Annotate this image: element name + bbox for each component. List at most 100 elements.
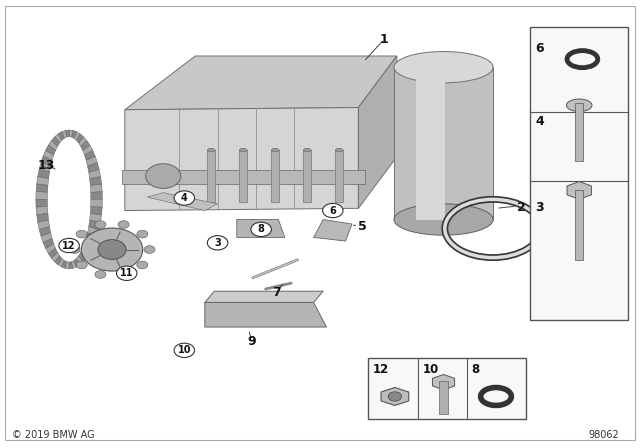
Text: 3: 3 — [536, 201, 544, 214]
Polygon shape — [314, 220, 352, 241]
Circle shape — [207, 236, 228, 250]
Circle shape — [388, 392, 402, 401]
Circle shape — [76, 230, 87, 238]
Polygon shape — [36, 213, 49, 222]
Polygon shape — [84, 238, 95, 249]
Text: 6: 6 — [330, 206, 336, 215]
Polygon shape — [89, 169, 100, 179]
Polygon shape — [36, 207, 48, 215]
Bar — [575, 103, 583, 161]
Text: 6: 6 — [536, 42, 544, 55]
Polygon shape — [61, 260, 67, 268]
Circle shape — [116, 266, 137, 280]
Text: 9: 9 — [247, 335, 256, 348]
Polygon shape — [49, 248, 58, 258]
Polygon shape — [74, 258, 80, 267]
Polygon shape — [358, 56, 397, 208]
Polygon shape — [394, 67, 493, 220]
Polygon shape — [58, 132, 64, 140]
Polygon shape — [61, 130, 67, 138]
Polygon shape — [36, 199, 47, 207]
Polygon shape — [36, 192, 47, 199]
Polygon shape — [45, 244, 56, 254]
Polygon shape — [51, 137, 60, 146]
Circle shape — [69, 246, 80, 254]
Ellipse shape — [207, 148, 215, 152]
Circle shape — [251, 222, 271, 237]
Polygon shape — [84, 150, 95, 160]
Polygon shape — [433, 375, 454, 390]
Text: 4: 4 — [536, 116, 545, 129]
Polygon shape — [51, 253, 60, 262]
Text: 12: 12 — [372, 363, 388, 376]
Text: 8: 8 — [258, 224, 264, 234]
Text: 4: 4 — [181, 193, 188, 203]
Circle shape — [81, 228, 143, 271]
Polygon shape — [91, 192, 102, 199]
Polygon shape — [36, 177, 49, 185]
Polygon shape — [567, 181, 591, 199]
Polygon shape — [74, 132, 80, 140]
Circle shape — [118, 221, 129, 228]
Polygon shape — [49, 141, 58, 151]
Polygon shape — [237, 220, 285, 237]
Ellipse shape — [566, 99, 592, 112]
Circle shape — [98, 240, 126, 259]
Text: 12: 12 — [62, 241, 76, 250]
Polygon shape — [39, 163, 51, 172]
Text: 10: 10 — [177, 345, 191, 355]
Text: 5: 5 — [358, 220, 367, 233]
Polygon shape — [69, 130, 73, 137]
Polygon shape — [69, 262, 73, 269]
Polygon shape — [122, 170, 365, 184]
Polygon shape — [65, 130, 69, 137]
Circle shape — [95, 221, 106, 228]
Polygon shape — [86, 156, 97, 166]
Polygon shape — [79, 253, 87, 262]
Polygon shape — [239, 150, 247, 202]
Polygon shape — [81, 248, 90, 258]
Polygon shape — [205, 291, 323, 302]
Text: 2: 2 — [517, 201, 526, 215]
Polygon shape — [91, 199, 102, 207]
Polygon shape — [65, 262, 69, 269]
Circle shape — [59, 238, 79, 253]
Ellipse shape — [146, 164, 180, 189]
Polygon shape — [207, 150, 215, 202]
Text: 7: 7 — [272, 285, 281, 299]
Polygon shape — [86, 233, 97, 243]
Bar — [530, 27, 628, 320]
Circle shape — [76, 261, 87, 269]
Text: 13: 13 — [37, 159, 55, 172]
Polygon shape — [72, 130, 77, 138]
Circle shape — [323, 203, 343, 218]
Polygon shape — [79, 137, 87, 146]
Polygon shape — [43, 150, 54, 160]
Ellipse shape — [239, 148, 247, 152]
Circle shape — [137, 230, 148, 238]
Text: 8: 8 — [472, 363, 480, 376]
Polygon shape — [335, 150, 343, 202]
Ellipse shape — [335, 148, 343, 152]
Ellipse shape — [394, 52, 493, 83]
Polygon shape — [76, 256, 84, 265]
Ellipse shape — [303, 148, 311, 152]
Polygon shape — [45, 145, 56, 155]
Polygon shape — [43, 238, 54, 249]
Ellipse shape — [271, 148, 279, 152]
Circle shape — [137, 261, 148, 269]
Polygon shape — [147, 193, 218, 211]
Polygon shape — [205, 302, 326, 327]
Circle shape — [174, 191, 195, 205]
Ellipse shape — [573, 55, 592, 64]
Circle shape — [118, 271, 129, 278]
Text: 3: 3 — [214, 238, 221, 248]
Polygon shape — [54, 134, 62, 143]
Text: 10: 10 — [422, 363, 438, 376]
Bar — [575, 190, 583, 260]
Circle shape — [174, 343, 195, 358]
Polygon shape — [38, 169, 49, 179]
Ellipse shape — [394, 204, 493, 235]
Polygon shape — [83, 244, 93, 254]
Polygon shape — [54, 256, 62, 265]
